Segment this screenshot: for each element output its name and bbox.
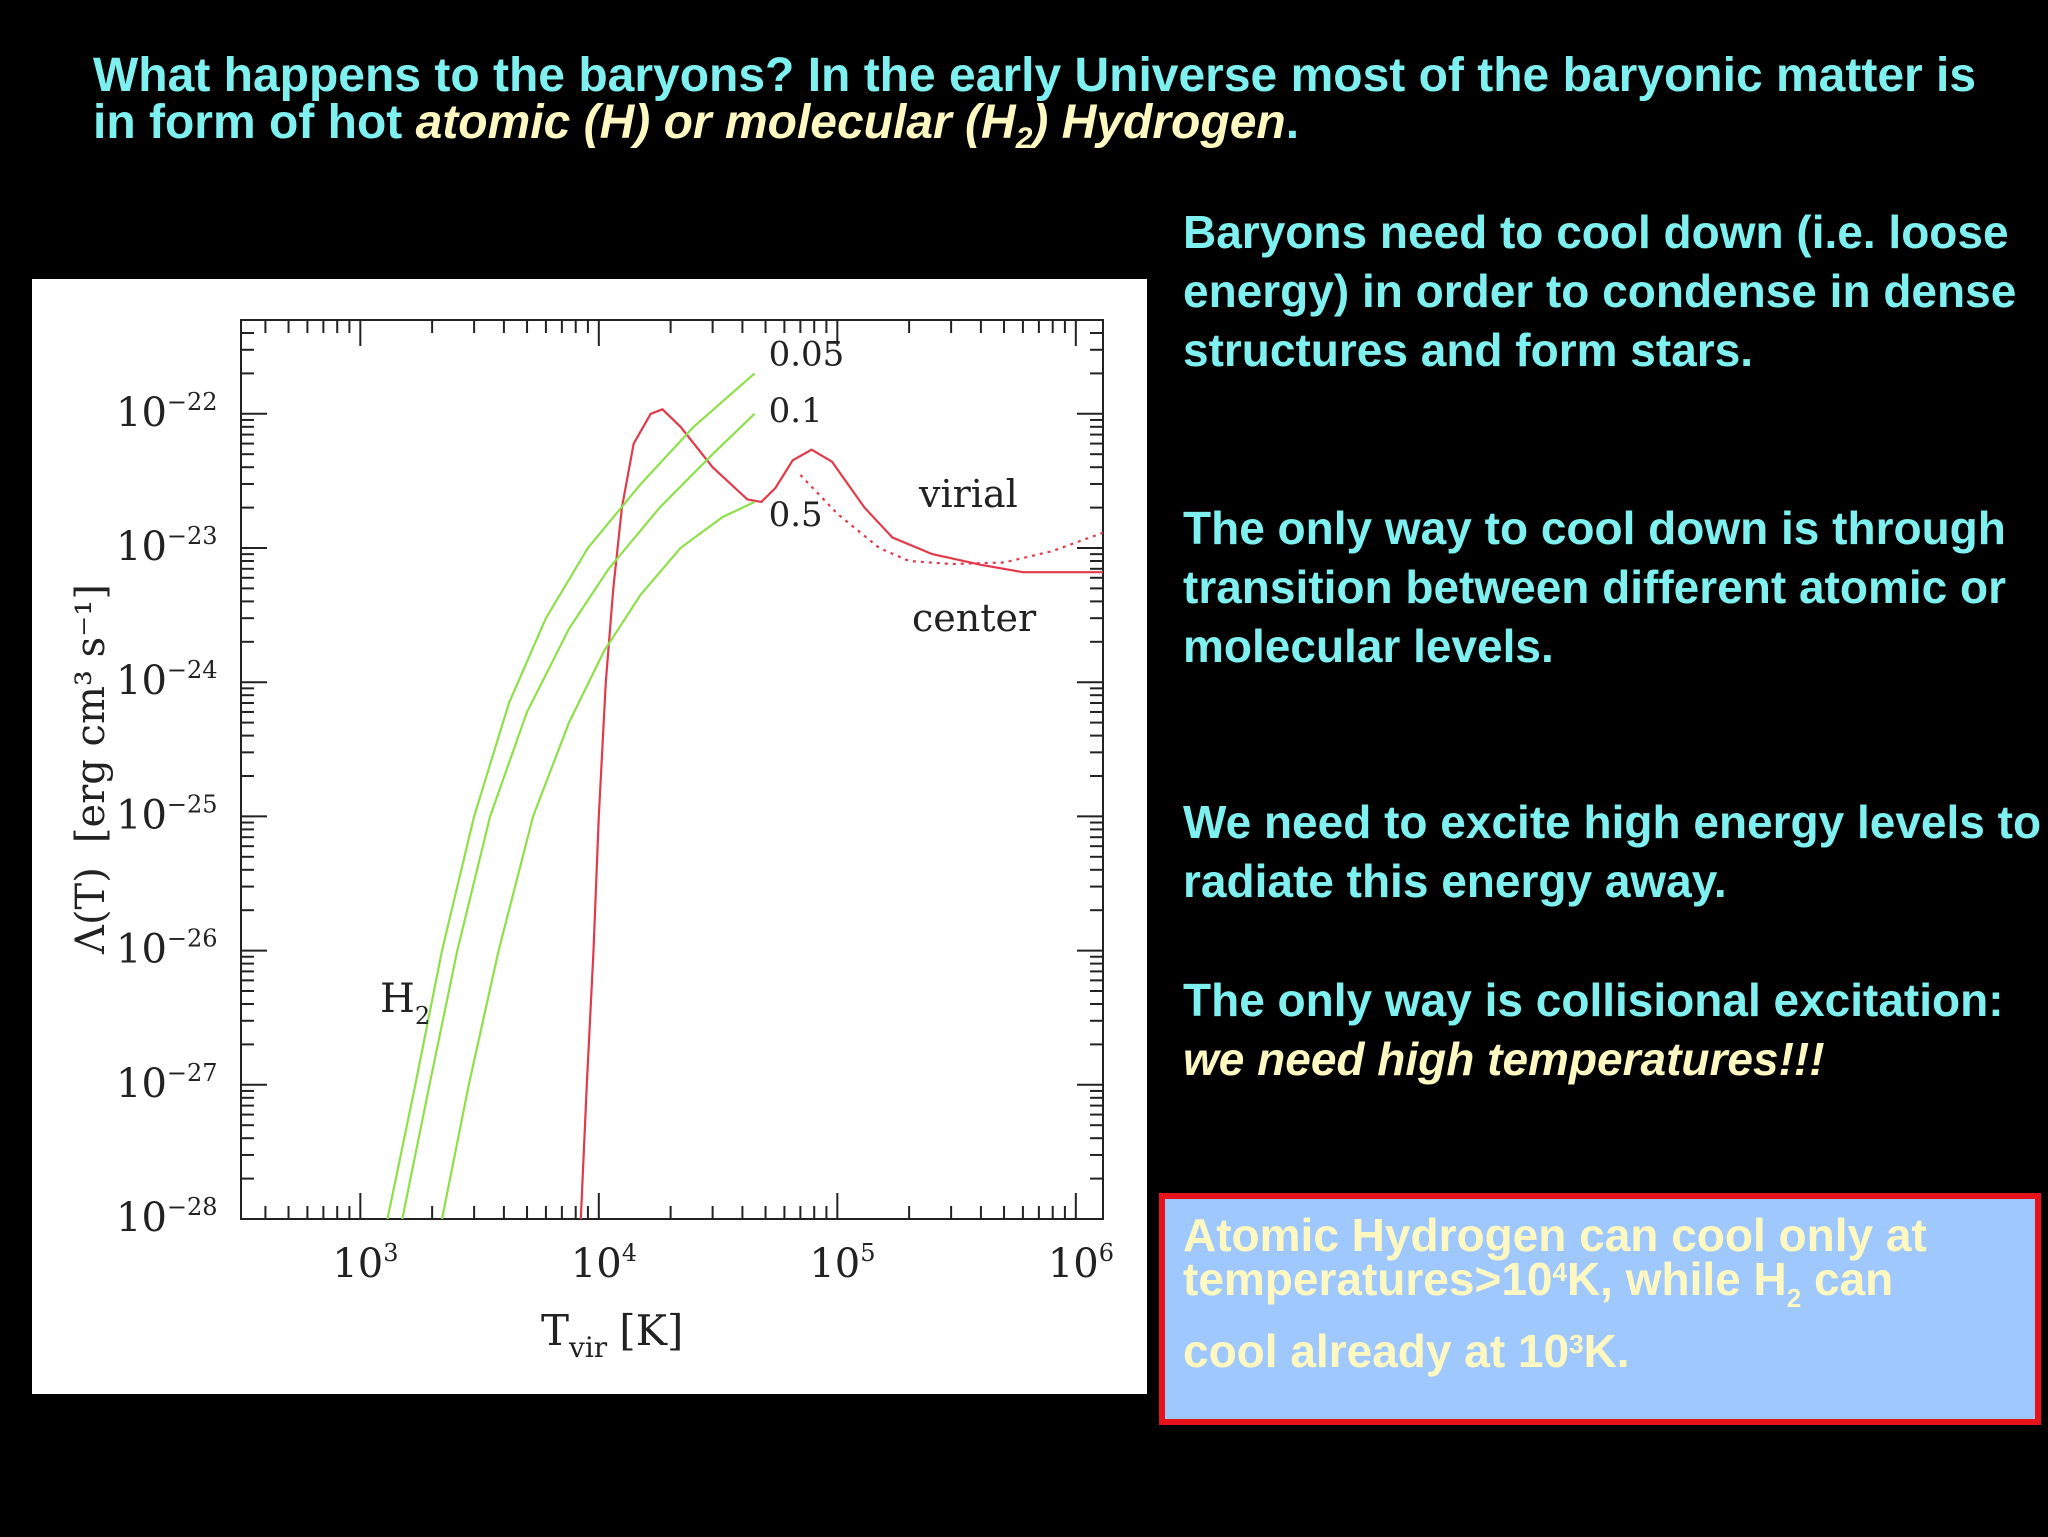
- paragraph-excitation: We need to excite high energy levels to …: [1183, 796, 2042, 907]
- x-tick-label: 106: [1048, 1239, 1114, 1287]
- series-line-0.1: [401, 413, 756, 1219]
- x-tick-label: 105: [809, 1239, 875, 1287]
- x-tick-label: 104: [571, 1239, 637, 1287]
- chart-svg: 103 104 105 106 10−22 10−23 10−24 10−25 10−26 10−…: [68, 319, 1114, 1364]
- y-tick-label: 10−22: [116, 388, 218, 436]
- center-annotation: center: [912, 596, 1037, 640]
- title-highlight: atomic (H) or molecular (H2) Hydrogen: [415, 96, 1286, 155]
- series-label-0-05: 0.05: [769, 334, 845, 374]
- series-label-0-1: 0.1: [769, 391, 823, 431]
- x-tick-label: 103: [332, 1239, 398, 1287]
- virial-annotation: virial: [918, 472, 1018, 516]
- y-tick-label: 10−23: [116, 522, 218, 570]
- y-tick-label: 10−27: [116, 1059, 218, 1107]
- y-tick-label: 10−24: [116, 656, 218, 704]
- cooling-function-chart: 103 104 105 106 10−22 10−23 10−24 10−25 10−26 10−…: [32, 279, 1147, 1394]
- h2-annotation: H2: [380, 976, 430, 1030]
- series-line-virial: [799, 474, 1103, 566]
- series-line-center: [579, 408, 1103, 1219]
- x-axis-label: Tvir [K]: [541, 1306, 683, 1364]
- series-label-0-5: 0.5: [769, 495, 823, 535]
- y-tick-label: 10−26: [116, 925, 218, 973]
- y-axis-label: Λ(T)[erg cm³ s⁻¹]: [68, 584, 114, 955]
- paragraph-transition: The only way to cool down is through tra…: [1183, 502, 2006, 672]
- y-tick-label: 10−25: [116, 790, 218, 838]
- series-line-0.05: [386, 372, 756, 1219]
- y-tick-label: 10−28: [116, 1193, 218, 1241]
- summary-box: [1159, 1193, 2041, 1425]
- series-line-0.5: [440, 501, 756, 1219]
- paragraph-cooling: Baryons need to cool down (i.e. loose en…: [1183, 206, 2017, 376]
- plot-frame: [240, 319, 1104, 1220]
- summary-text: Atomic Hydrogen can cool only at tempera…: [1183, 1209, 1927, 1377]
- slide-title: What happens to the baryons? In the earl…: [93, 49, 1977, 155]
- paragraph-collisional: The only way is collisional excitation: …: [1183, 974, 2004, 1085]
